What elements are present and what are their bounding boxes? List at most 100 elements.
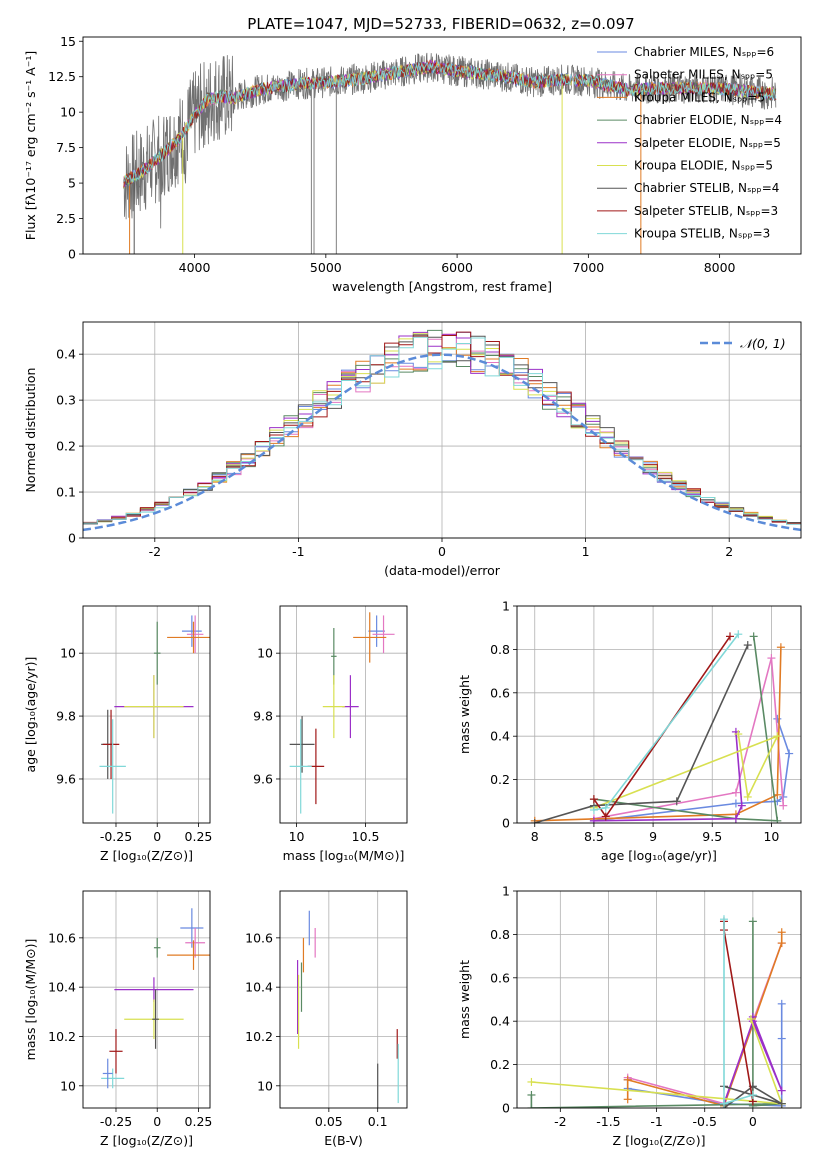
weight-marker bbox=[773, 732, 782, 741]
y-tick-label: 2.5 bbox=[56, 211, 76, 226]
weight-marker bbox=[731, 799, 740, 808]
x-axis-label: wavelength [Angstrom, rest frame] bbox=[332, 279, 552, 294]
errorbar-point bbox=[186, 615, 204, 654]
x-tick-label: -1.5 bbox=[596, 1114, 620, 1129]
x-tick-label: 0 bbox=[153, 1114, 161, 1129]
y-tick-label: 9.8 bbox=[56, 709, 76, 724]
axes-frame bbox=[82, 36, 802, 255]
errorbar-point bbox=[124, 675, 184, 739]
errorbar-point bbox=[331, 628, 337, 685]
errorbar-point bbox=[99, 719, 126, 814]
legend-entry: Salpeter MILES, Nₛₚₚ=5 bbox=[634, 68, 773, 82]
y-tick-label: 10.2 bbox=[48, 1029, 76, 1044]
legend-entry: Kroupa ELODIE, Nₛₚₚ=5 bbox=[634, 159, 773, 173]
weight-marker bbox=[749, 632, 758, 641]
y-tick-label: 5 bbox=[68, 176, 76, 191]
normal-reference-curve bbox=[83, 353, 801, 532]
weight-marker bbox=[767, 654, 776, 663]
x-tick-label: 1 bbox=[582, 544, 590, 559]
weight-series-line bbox=[593, 635, 731, 818]
weight-marker bbox=[777, 928, 786, 937]
weight-marker bbox=[719, 1099, 728, 1108]
y-tick-label: 0.6 bbox=[490, 970, 510, 985]
legend-entry: Chabrier STELIB, Nₛₚₚ=4 bbox=[634, 181, 779, 195]
legend-entry: Kroupa STELIB, Nₛₚₚ=3 bbox=[634, 227, 770, 241]
y-tick-label: 0.6 bbox=[490, 685, 510, 700]
weight-series-line bbox=[593, 733, 779, 809]
errorbar-point bbox=[152, 989, 159, 1049]
plot-area-mass_vs_Z bbox=[101, 908, 210, 1089]
weight-marker bbox=[527, 1090, 536, 1099]
weight-marker bbox=[731, 788, 740, 797]
y-tick-label: 1 bbox=[502, 599, 510, 614]
x-tick-label: 6000 bbox=[441, 260, 473, 275]
panel-spectrum: 4000 5000 6000 7000 8000 0 2.5 5 7.5 10 12.5 15 wave… bbox=[23, 34, 802, 294]
x-axis-label: E(B-V) bbox=[324, 1133, 363, 1148]
y-tick-label: 0.1 bbox=[56, 485, 76, 500]
plot-area-spectrum bbox=[123, 52, 777, 254]
x-axis-label: Z [log₁₀(Z/Z⊙)] bbox=[613, 1133, 706, 1148]
weight-series-line bbox=[593, 657, 785, 820]
errorbar-point bbox=[372, 615, 395, 654]
x-tick-label: -0.25 bbox=[100, 1114, 132, 1129]
weight-series-line bbox=[593, 718, 791, 822]
x-tick-label: 10 bbox=[763, 829, 779, 844]
y-tick-label: 10 bbox=[257, 1078, 273, 1093]
weight-series-line bbox=[593, 633, 739, 811]
x-axis-label: age [log₁₀(age/yr)] bbox=[601, 848, 717, 863]
x-tick-label: 0 bbox=[749, 1114, 757, 1129]
x-axis-label: Z [log₁₀(Z/Z⊙)] bbox=[100, 848, 193, 863]
x-tick-label: 5000 bbox=[310, 260, 342, 275]
panel-weight_vs_Z: -2 -1.5 -1 -0.5 0 0 0.2 0.4 0.6 0.8 1 Z [log₁₀(Z/Z⊙… bbox=[457, 884, 802, 1148]
x-tick-label: 0 bbox=[153, 829, 161, 844]
weight-marker bbox=[530, 819, 539, 823]
errorbar-point bbox=[289, 716, 315, 773]
y-tick-label: 0.2 bbox=[490, 772, 510, 787]
x-tick-label: 0.1 bbox=[368, 1114, 388, 1129]
panel-weight_vs_age: 8 8.5 9 9.5 10 0 0.2 0.4 0.6 0.8 1 age [log₁₀(age/y… bbox=[457, 599, 802, 863]
weight-marker bbox=[777, 999, 786, 1008]
y-tick-label: 10 bbox=[60, 646, 76, 661]
x-tick-label: 9.5 bbox=[702, 829, 722, 844]
legend-entry: Salpeter ELODIE, Nₛₚₚ=5 bbox=[634, 136, 781, 150]
x-axis-label: (data-model)/error bbox=[384, 563, 501, 578]
plot-area-weight_vs_age bbox=[530, 630, 794, 823]
weight-marker bbox=[743, 641, 752, 650]
errorbar-point bbox=[153, 621, 161, 685]
figure-title: PLATE=1047, MJD=52733, FIBERID=0632, z=0… bbox=[247, 15, 634, 33]
weight-series-line bbox=[593, 636, 779, 822]
errorbar-point bbox=[322, 675, 345, 739]
y-tick-label: 10.6 bbox=[48, 930, 76, 945]
panel-mass_vs_Z: -0.25 0 0.25 10 10.2 10.4 10.6 Z [log₁₀(Z/Z⊙)] m… bbox=[23, 890, 212, 1148]
x-tick-label: 10 bbox=[289, 829, 305, 844]
x-tick-label: 7000 bbox=[572, 260, 604, 275]
y-tick-label: 7.5 bbox=[56, 140, 76, 155]
legend-entry: Salpeter STELIB, Nₛₚₚ=3 bbox=[634, 204, 778, 218]
model-spectrum-line bbox=[123, 60, 777, 184]
y-tick-label: 10.6 bbox=[245, 930, 273, 945]
x-tick-label: 4000 bbox=[179, 260, 211, 275]
weight-marker bbox=[777, 1034, 786, 1043]
axes-frame bbox=[516, 605, 802, 824]
legend-entry: 𝒩(0, 1) bbox=[740, 336, 786, 351]
axes-frame bbox=[516, 890, 802, 1109]
legend-entry: Chabrier ELODIE, Nₛₚₚ=4 bbox=[634, 113, 782, 127]
errorbar-point bbox=[181, 615, 202, 647]
weight-marker bbox=[785, 749, 794, 758]
y-axis-label: Flux [fλ10⁻¹⁷ erg cm⁻² s⁻¹ A⁻¹] bbox=[23, 51, 38, 240]
weight-marker bbox=[601, 803, 610, 812]
panel-mass_vs_EBV: 0.05 0.1 10 10.2 10.4 10.6 E(B-V) bbox=[245, 890, 408, 1148]
y-tick-label: 0 bbox=[68, 531, 76, 546]
weight-marker bbox=[719, 915, 728, 924]
legend-entry: Kroupa MILES, Nₛₚₚ=5 bbox=[634, 90, 765, 104]
y-tick-label: 0.2 bbox=[56, 439, 76, 454]
x-tick-label: -1 bbox=[292, 544, 304, 559]
y-tick-label: 10.2 bbox=[245, 1029, 273, 1044]
x-axis-label: Z [log₁₀(Z/Z⊙)] bbox=[100, 1133, 193, 1148]
legend-entry: Chabrier MILES, Nₛₚₚ=6 bbox=[634, 45, 774, 59]
axes-frame bbox=[279, 605, 408, 824]
weight-marker bbox=[777, 1099, 786, 1108]
x-tick-label: 9 bbox=[649, 829, 657, 844]
y-tick-label: 10 bbox=[257, 646, 273, 661]
x-tick-label: 8.5 bbox=[584, 829, 604, 844]
